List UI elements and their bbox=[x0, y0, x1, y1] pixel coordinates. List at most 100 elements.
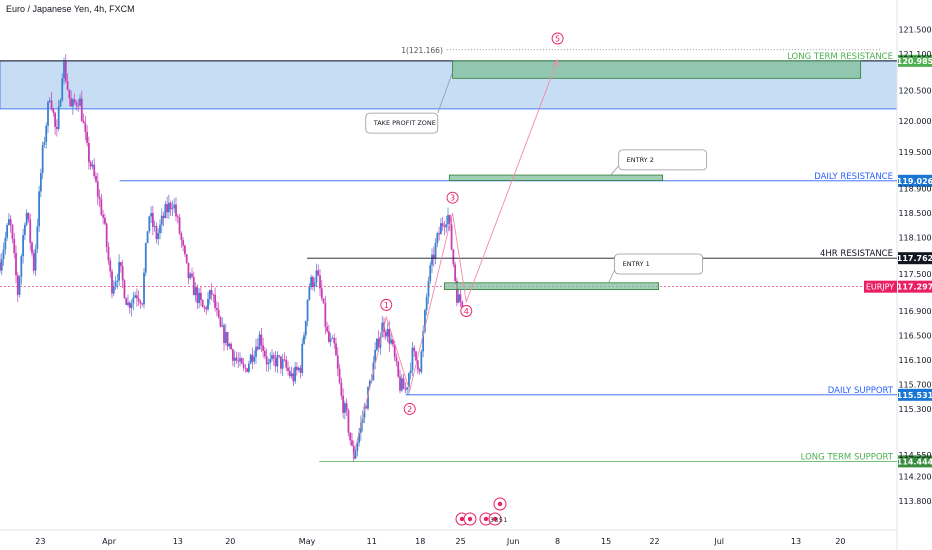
wave-label-text: 5 bbox=[555, 34, 560, 43]
candle-body bbox=[392, 339, 394, 345]
candle-body bbox=[310, 276, 313, 288]
candle-body bbox=[436, 233, 439, 244]
candle-body bbox=[360, 423, 362, 433]
candle-body bbox=[205, 307, 208, 310]
chart-title: Euro / Japanese Yen, 4h, FXCM bbox=[6, 4, 135, 14]
event-marker-count: 3 bbox=[490, 517, 494, 524]
candle-body bbox=[134, 295, 137, 298]
candle-body bbox=[196, 287, 199, 304]
candle-body bbox=[203, 307, 206, 308]
candle-body bbox=[351, 440, 353, 446]
candle-body bbox=[409, 370, 412, 374]
candle-body bbox=[338, 368, 341, 383]
candle-body bbox=[461, 301, 464, 309]
candle-body bbox=[319, 275, 321, 289]
candle-body bbox=[226, 332, 229, 347]
candle-body bbox=[191, 273, 193, 277]
candle-body bbox=[354, 450, 357, 459]
candle-body bbox=[150, 213, 153, 217]
candle-body bbox=[63, 61, 65, 79]
callout-leader bbox=[437, 72, 453, 114]
candle-body bbox=[406, 387, 409, 390]
level-label: DAILY RESISTANCE bbox=[814, 172, 893, 182]
candle-body bbox=[368, 380, 371, 387]
candle-body bbox=[299, 367, 302, 373]
candle-body bbox=[358, 432, 361, 443]
candle-body bbox=[445, 224, 448, 228]
candle-body bbox=[422, 331, 425, 352]
candle-body bbox=[276, 355, 279, 367]
candle-body bbox=[15, 253, 17, 276]
candle-body bbox=[167, 202, 170, 213]
y-tick-label: 118.900 bbox=[898, 185, 931, 194]
candle-body bbox=[71, 99, 74, 107]
candle-body bbox=[246, 368, 249, 372]
candle-body bbox=[295, 366, 298, 371]
candle-body bbox=[201, 299, 204, 308]
candle-body bbox=[162, 215, 165, 218]
candle-body bbox=[274, 358, 277, 367]
candle-body bbox=[448, 215, 451, 225]
candle-body bbox=[199, 292, 202, 300]
candle-body bbox=[144, 243, 147, 273]
candle-body bbox=[454, 264, 457, 281]
candle-body bbox=[450, 224, 453, 250]
symbol-tag-text: EURJPY bbox=[866, 283, 894, 292]
candle-body bbox=[48, 100, 51, 102]
x-tick-label: Jun bbox=[506, 537, 520, 546]
candle-body bbox=[125, 298, 128, 305]
callout-text: TAKE PROFIT ZONE bbox=[373, 119, 436, 127]
candle-body bbox=[182, 240, 185, 246]
candle-body bbox=[66, 81, 69, 90]
x-tick-label: 13 bbox=[791, 537, 801, 546]
candle-body bbox=[456, 280, 458, 303]
fib-level-label: 1(121.166) bbox=[401, 46, 443, 55]
candle-body bbox=[160, 215, 163, 225]
candle-body bbox=[87, 142, 90, 163]
callout-text: ENTRY 2 bbox=[627, 156, 654, 164]
candle-body bbox=[290, 373, 293, 377]
event-marker-dot bbox=[459, 516, 465, 522]
event-marker-count: 3 bbox=[495, 517, 499, 524]
candle-body bbox=[130, 303, 133, 308]
take-profit-box bbox=[452, 60, 862, 79]
candle-body bbox=[292, 373, 295, 382]
candle-body bbox=[18, 276, 21, 295]
candle-body bbox=[132, 297, 135, 304]
candle-body bbox=[52, 108, 55, 113]
candle-body bbox=[235, 357, 238, 361]
candle-body bbox=[223, 325, 225, 343]
candle-body bbox=[183, 245, 186, 255]
level-label: DAILY SUPPORT bbox=[828, 386, 894, 396]
candle-body bbox=[322, 298, 325, 304]
candle-body bbox=[123, 280, 126, 299]
candle-body bbox=[27, 212, 30, 220]
candle-body bbox=[272, 355, 275, 359]
candle-body bbox=[342, 395, 345, 413]
candle-body bbox=[91, 164, 94, 167]
candle-body bbox=[64, 61, 67, 82]
candle-body bbox=[443, 225, 446, 228]
x-tick-label: 8 bbox=[555, 537, 560, 546]
candle-body bbox=[263, 350, 266, 357]
candle-body bbox=[278, 355, 281, 357]
candle-body bbox=[215, 308, 218, 310]
candle-body bbox=[427, 281, 430, 297]
wave-label-circle bbox=[403, 403, 416, 415]
candle-body bbox=[418, 369, 421, 372]
price-tag bbox=[898, 455, 932, 468]
y-tick-label: 115.300 bbox=[898, 405, 931, 414]
candle-body bbox=[100, 199, 103, 215]
candle-body bbox=[31, 242, 33, 254]
x-tick-label: 20 bbox=[835, 537, 845, 546]
candle-body bbox=[112, 286, 115, 294]
candle-body bbox=[356, 442, 359, 451]
candle-body bbox=[367, 386, 369, 409]
price-tag bbox=[898, 388, 932, 401]
candle-body bbox=[228, 343, 231, 347]
candle-body bbox=[311, 276, 314, 287]
candle-body bbox=[399, 376, 401, 391]
wave-label-text: 3 bbox=[450, 194, 455, 203]
candle-body bbox=[36, 226, 39, 249]
